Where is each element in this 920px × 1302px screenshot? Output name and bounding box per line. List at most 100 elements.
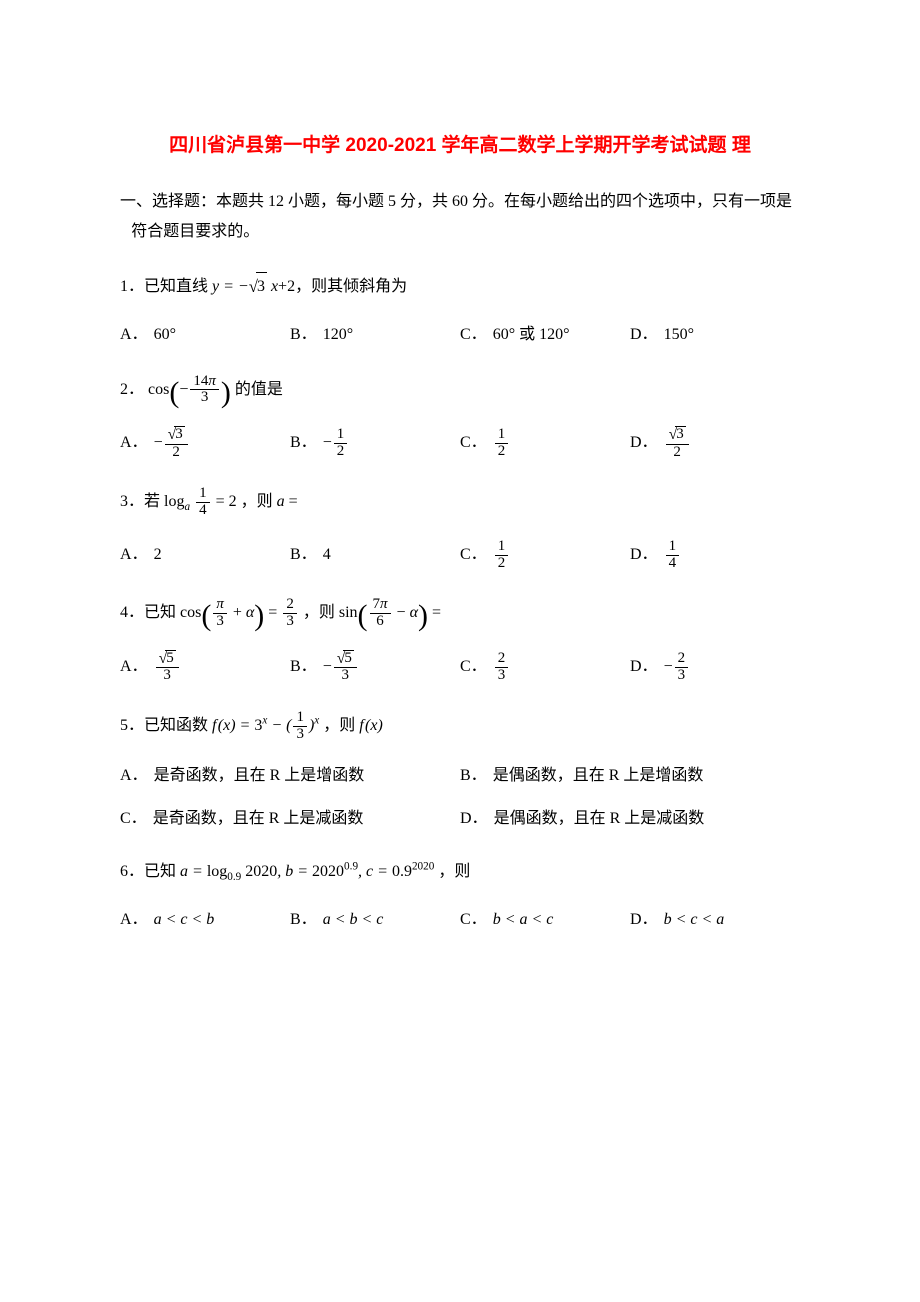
q5-options-row1: A．是奇函数，且在 R 上是增函数 B．是偶函数，且在 R 上是增函数 (120, 763, 800, 789)
q6-option-d: D．b < c < a (630, 907, 800, 933)
label-a: A． (120, 430, 148, 456)
q6-stem-post: ，则 (438, 863, 470, 880)
q3-a-text: 2 (154, 542, 162, 568)
q3-stem-post: ，则 (241, 493, 277, 510)
q5-stem-pre: 5．已知函数 (120, 717, 212, 734)
q4-expr1: cos(π3 + α) = 23 (180, 604, 299, 621)
label-c: C． (120, 806, 147, 832)
label-b: B． (290, 322, 317, 348)
q5-option-d: D．是偶函数，且在 R 上是减函数 (460, 806, 800, 832)
question-1: 1．已知直线 y = −3 x+2，则其倾斜角为 A． 60° B．120° C．… (120, 272, 800, 348)
q5-option-a: A．是奇函数，且在 R 上是增函数 (120, 763, 460, 789)
q5-c-text: 是奇函数，且在 R 上是减函数 (153, 806, 364, 832)
q5-stem: 5．已知函数 f (x) = 3x − (13)x ，则 f (x) (120, 710, 800, 743)
q5-expr: f (x) = 3x − (13)x (212, 717, 319, 734)
q6-option-b: B．a < b < c (290, 907, 460, 933)
q3-option-d: D．14 (630, 539, 800, 572)
question-5: 5．已知函数 f (x) = 3x − (13)x ，则 f (x) A．是奇函… (120, 710, 800, 832)
q6-stem: 6．已知 a = log0.9 2020, b = 20200.9, c = 0… (120, 858, 800, 887)
q2-option-d: D． 32 (630, 426, 800, 460)
q3-options: A．2 B．4 C．12 D．14 (120, 539, 800, 572)
label-d: D． (460, 806, 488, 832)
q1-option-a: A． 60° (120, 322, 290, 348)
label-b: B． (460, 763, 487, 789)
q1-options: A． 60° B．120° C．60° 或 120° D．150° (120, 322, 800, 348)
q4-stem-mid: ，则 (303, 604, 339, 621)
q2-option-c: C． 12 (460, 427, 630, 460)
q4-option-d: D． −23 (630, 651, 800, 684)
q2-options: A． −32 B． −12 C． 12 D． 32 (120, 426, 800, 460)
q4-stem: 4．已知 cos(π3 + α) = 23 ，则 sin(7π6 − α) = (120, 597, 800, 630)
label-a: A． (120, 654, 148, 680)
q3-stem: 3．若 loga 14 = 2 ，则 a = (120, 486, 800, 519)
label-c: C． (460, 542, 487, 568)
label-d: D． (630, 430, 658, 456)
q5-stem-post: ，则 (323, 717, 359, 734)
q2-stem-pre: 2． (120, 381, 144, 398)
q1-d-text: 150° (664, 322, 694, 348)
label-a: A． (120, 542, 148, 568)
q1-stem-post: +2，则其倾斜角为 (278, 278, 407, 295)
question-2: 2． cos(−14π3) 的值是 A． −32 B． −12 C． 12 D．… (120, 374, 800, 461)
q1-b-text: 120° (323, 322, 353, 348)
q6-b-text: a < b < c (323, 907, 384, 933)
label-c: C． (460, 654, 487, 680)
q4-option-c: C． 23 (460, 651, 630, 684)
label-d: D． (630, 322, 658, 348)
q5-option-c: C．是奇函数，且在 R 上是减函数 (120, 806, 460, 832)
q2-stem-post: 的值是 (231, 381, 283, 398)
label-a: A． (120, 322, 148, 348)
q6-expr: a = log0.9 2020, b = 20200.9, c = 0.9202… (180, 863, 434, 880)
q2-option-a: A． −32 (120, 426, 290, 460)
q4-option-a: A． 53 (120, 650, 290, 684)
label-c: C． (460, 322, 487, 348)
question-4: 4．已知 cos(π3 + α) = 23 ，则 sin(7π6 − α) = … (120, 597, 800, 684)
q3-b-text: 4 (323, 542, 331, 568)
label-c: C． (460, 430, 487, 456)
q5-b-text: 是偶函数，且在 R 上是增函数 (493, 763, 704, 789)
label-a: A． (120, 763, 148, 789)
q1-c-text: 60° 或 120° (493, 322, 570, 348)
q3-option-c: C．12 (460, 539, 630, 572)
q6-option-c: C．b < a < c (460, 907, 630, 933)
q1-a-text: 60° (154, 322, 176, 348)
q1-option-c: C．60° 或 120° (460, 322, 630, 348)
label-d: D． (630, 542, 658, 568)
question-3: 3．若 loga 14 = 2 ，则 a = A．2 B．4 C．12 D．14 (120, 486, 800, 571)
q6-option-a: A．a < c < b (120, 907, 290, 933)
q5-option-b: B．是偶函数，且在 R 上是增函数 (460, 763, 800, 789)
label-c: C． (460, 907, 487, 933)
q4-options: A． 53 B． −53 C． 23 D． −23 (120, 650, 800, 684)
label-b: B． (290, 542, 317, 568)
q2-option-b: B． −12 (290, 427, 460, 460)
label-d: D． (630, 654, 658, 680)
exam-page: 四川省泸县第一中学 2020-2021 学年高二数学上学期开学考试试题 理 一、… (0, 0, 920, 1038)
q2-expr: cos(−14π3) (148, 381, 231, 398)
label-b: B． (290, 430, 317, 456)
label-b: B． (290, 907, 317, 933)
q1-option-b: B．120° (290, 322, 460, 348)
q5-options-row2: C．是奇函数，且在 R 上是减函数 D．是偶函数，且在 R 上是减函数 (120, 806, 800, 832)
q4-option-b: B． −53 (290, 650, 460, 684)
q4-stem-pre: 4．已知 (120, 604, 180, 621)
q3-stem-pre: 3．若 (120, 493, 164, 510)
q2-stem: 2． cos(−14π3) 的值是 (120, 374, 800, 407)
label-a: A． (120, 907, 148, 933)
q6-a-text: a < c < b (154, 907, 215, 933)
q1-stem-pre: 1．已知直线 (120, 278, 212, 295)
q4-expr2: sin(7π6 − α) = (339, 604, 441, 621)
q6-options: A．a < c < b B．a < b < c C．b < a < c D．b … (120, 907, 800, 933)
label-b: B． (290, 654, 317, 680)
q1-option-d: D．150° (630, 322, 800, 348)
q3-option-b: B．4 (290, 542, 460, 568)
q5-d-text: 是偶函数，且在 R 上是减函数 (494, 806, 705, 832)
q5-a-text: 是奇函数，且在 R 上是增函数 (154, 763, 365, 789)
q1-stem: 1．已知直线 y = −3 x+2，则其倾斜角为 (120, 272, 800, 302)
question-6: 6．已知 a = log0.9 2020, b = 20200.9, c = 0… (120, 858, 800, 932)
q1-expr: y = −3 x (212, 278, 278, 295)
label-d: D． (630, 907, 658, 933)
q6-stem-pre: 6．已知 (120, 863, 180, 880)
q3-option-a: A．2 (120, 542, 290, 568)
page-title: 四川省泸县第一中学 2020-2021 学年高二数学上学期开学考试试题 理 (120, 130, 800, 157)
q6-d-text: b < c < a (664, 907, 725, 933)
